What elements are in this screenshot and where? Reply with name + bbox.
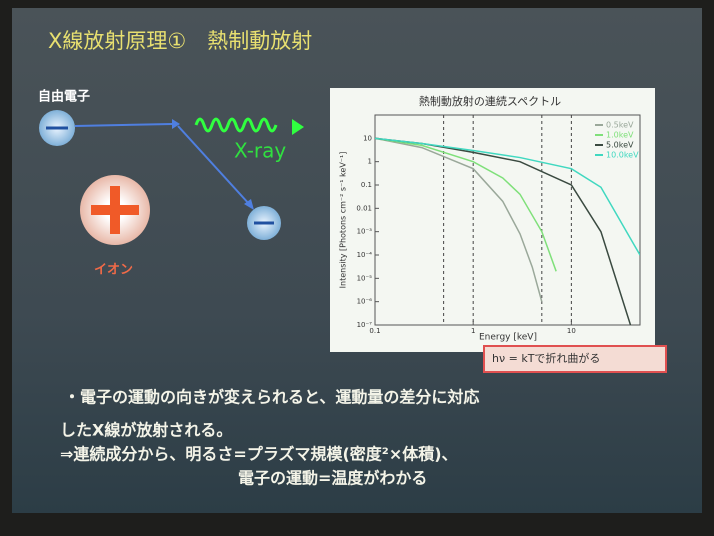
bullet: したX線が放射される。 bbox=[60, 421, 232, 440]
plot-frame bbox=[374, 114, 641, 326]
bullet: ・電子の運動の向きが変えられると、運動量の差分に対応 bbox=[64, 388, 479, 407]
chart-panel bbox=[330, 88, 655, 352]
arrow-head bbox=[292, 119, 304, 135]
xray-label: X-ray bbox=[234, 139, 286, 163]
plot: 10⁻⁷ 10⁻⁶ 10⁻⁵ 10⁻⁴ 10⁻³ 0.01 0.1 1 10 0.1 1 10 0.5k… bbox=[356, 115, 640, 335]
series-line bbox=[375, 137, 640, 256]
series-line bbox=[375, 137, 543, 302]
ion-sign bbox=[110, 186, 120, 234]
series-line bbox=[375, 137, 557, 272]
legend-label: 0.5keV bbox=[606, 121, 634, 130]
legend-label: 10.0keV bbox=[606, 151, 639, 160]
electron-label: 自由電子 bbox=[38, 89, 90, 105]
y-tick-label: 1 bbox=[368, 158, 372, 166]
bullet: 電子の運動=温度がわかる bbox=[238, 469, 427, 488]
x-axis-label: Energy [keV] bbox=[479, 333, 537, 343]
callout-box bbox=[483, 345, 667, 373]
arrow-head bbox=[244, 199, 254, 210]
path-arrow bbox=[177, 125, 251, 206]
x-tick-label: 10 bbox=[567, 327, 576, 335]
slide-title: X線放射原理① 熱制動放射 bbox=[48, 29, 312, 53]
chart-title: 熱制動放射の連続スペクトル bbox=[419, 94, 561, 108]
x-tick-label: 0.1 bbox=[369, 327, 380, 335]
y-tick-label: 10⁻⁴ bbox=[357, 251, 373, 259]
callout: hν = kTで折れ曲がる bbox=[492, 351, 600, 365]
y-tick-label: 10 bbox=[363, 134, 372, 142]
bullet: ⇒連続成分から、明るさ=プラズマ規模(密度²×体積)、 bbox=[60, 445, 458, 464]
path-arrow bbox=[74, 123, 173, 127]
y-axis-label: Intensity [Photons cm⁻² s⁻¹ keV⁻¹] bbox=[339, 152, 348, 289]
arrow-head bbox=[172, 119, 180, 129]
y-tick-label: 10⁻⁵ bbox=[357, 274, 373, 282]
y-tick-label: 10⁻⁷ bbox=[357, 321, 373, 329]
x-tick-label: 1 bbox=[471, 327, 475, 335]
legend-label: 5.0keV bbox=[606, 141, 634, 150]
y-tick-label: 10⁻⁶ bbox=[357, 298, 373, 306]
y-tick-label: 10⁻³ bbox=[357, 228, 373, 236]
legend-label: 1.0keV bbox=[606, 131, 634, 140]
y-tick-label: 0.1 bbox=[361, 181, 372, 189]
ion-label: イオン bbox=[94, 263, 133, 278]
y-tick-label: 0.01 bbox=[356, 204, 372, 212]
xray-wave bbox=[194, 117, 278, 133]
